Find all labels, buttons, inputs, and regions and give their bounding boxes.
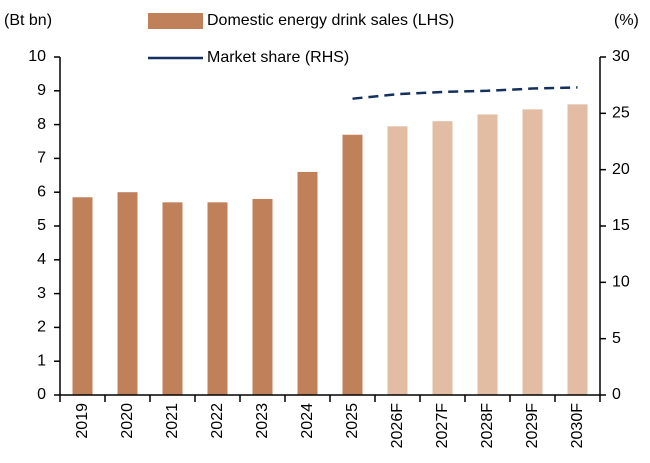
y2-tick-label: 25	[612, 105, 630, 122]
y2-tick-label: 0	[612, 386, 621, 403]
y-tick-label: 10	[28, 48, 46, 65]
y-tick-label: 7	[37, 150, 46, 167]
x-tick-label: 2028F	[479, 403, 496, 449]
y-tick-label: 0	[37, 386, 46, 403]
y2-tick-label: 15	[612, 217, 630, 234]
bar	[522, 109, 543, 395]
bar	[162, 202, 183, 395]
y2-tick-label: 30	[612, 48, 630, 65]
y2-tick-label: 5	[612, 330, 621, 347]
legend-swatch	[148, 13, 203, 29]
legend-label: Domestic energy drink sales (LHS)	[207, 12, 454, 29]
bar	[117, 192, 138, 395]
x-tick-label: 2026F	[389, 403, 406, 449]
x-tick-label: 2025	[344, 403, 361, 439]
bar	[252, 198, 273, 395]
bar	[297, 171, 318, 395]
x-tick-label: 2020	[119, 403, 136, 439]
y-axis-label: (Bt bn)	[4, 12, 52, 29]
x-tick-label: 2024	[299, 403, 316, 439]
y-tick-label: 2	[37, 319, 46, 336]
y2-axis-label: (%)	[614, 12, 639, 29]
y-tick-label: 4	[37, 251, 46, 268]
y-tick-label: 1	[37, 352, 46, 369]
bar	[432, 121, 453, 395]
x-tick-label: 2027F	[434, 403, 451, 449]
y-tick-label: 8	[37, 116, 46, 133]
y-tick-label: 5	[37, 217, 46, 234]
x-tick-label: 2019	[74, 403, 91, 439]
x-tick-label: 2029F	[524, 403, 541, 449]
legend-label: Market share (RHS)	[207, 49, 349, 66]
bar	[342, 134, 363, 396]
y2-tick-label: 10	[612, 274, 630, 291]
x-tick-label: 2023	[254, 403, 271, 439]
bar	[207, 202, 228, 395]
bar	[477, 114, 498, 396]
x-tick-label: 2022	[209, 403, 226, 439]
bar	[72, 197, 93, 395]
bar	[567, 104, 588, 395]
y2-tick-label: 20	[612, 161, 630, 178]
y-tick-label: 9	[37, 82, 46, 99]
bar	[387, 126, 408, 395]
y-tick-label: 3	[37, 285, 46, 302]
x-tick-label: 2021	[164, 403, 181, 439]
line-dashed	[352, 86, 578, 100]
y-tick-label: 6	[37, 183, 46, 200]
x-tick-label: 2030F	[569, 403, 586, 449]
